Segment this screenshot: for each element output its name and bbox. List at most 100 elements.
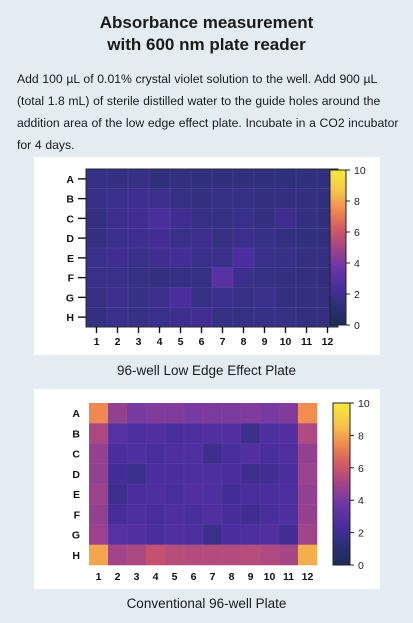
conventional-caption: Conventional 96-well Plate bbox=[126, 596, 287, 611]
heatmap-cell bbox=[221, 483, 242, 505]
heatmap-cell bbox=[85, 287, 108, 308]
heatmap-cell bbox=[253, 208, 276, 229]
low-edge-effect-heatmap-panel: A B C D E F G H 1 2 3 4 5 6 7 8 9 10 11 12 0 2 4 6 8 10 bbox=[34, 157, 380, 355]
heatmap-cell bbox=[278, 544, 299, 566]
heatmap-cell bbox=[169, 247, 192, 269]
heatmap-cell bbox=[297, 524, 318, 546]
heatmap-cell bbox=[278, 443, 299, 465]
column-label: 5 bbox=[178, 336, 184, 348]
heatmap-cell bbox=[126, 443, 147, 465]
low-edge-effect-caption: 96-well Low Edge Effect Plate bbox=[116, 363, 297, 378]
heatmap-cell bbox=[85, 208, 108, 229]
heatmap-cell bbox=[126, 402, 147, 424]
heatmap-cell bbox=[148, 188, 171, 210]
row-label: A bbox=[72, 408, 80, 420]
heatmap-cell bbox=[145, 524, 166, 546]
column-label: 5 bbox=[172, 571, 178, 583]
heatmap-cell bbox=[169, 228, 192, 249]
colorbar-tick-label: 10 bbox=[358, 398, 370, 410]
heatmap-cell bbox=[259, 402, 280, 424]
description-text: Add 100 µL of 0.01% crystal violet solut… bbox=[17, 72, 399, 152]
colorbar-tick-label: 6 bbox=[358, 463, 364, 475]
heatmap-cell bbox=[85, 228, 108, 249]
heatmap-cell bbox=[240, 524, 261, 546]
heatmap-cell bbox=[295, 208, 318, 229]
heatmap-cell bbox=[126, 423, 147, 445]
heatmap-cell bbox=[211, 228, 234, 249]
heatmap-cell bbox=[107, 483, 128, 505]
heatmap-cell bbox=[126, 463, 147, 485]
heatmap-cell bbox=[148, 287, 171, 308]
heatmap-cell bbox=[253, 188, 276, 210]
heatmap-cell bbox=[164, 402, 185, 424]
page-title: Absorbance measurement with 600 nm plate… bbox=[0, 12, 413, 56]
heatmap-cell bbox=[211, 267, 234, 289]
heatmap-cell bbox=[145, 544, 166, 566]
heatmap-cell bbox=[259, 504, 280, 526]
heatmap-cell bbox=[202, 423, 223, 445]
heatmap-cell bbox=[148, 267, 171, 289]
row-label: C bbox=[66, 213, 74, 225]
column-label: 8 bbox=[241, 336, 247, 348]
heatmap-cell bbox=[253, 168, 276, 190]
heatmap-cell bbox=[169, 287, 192, 308]
column-label: 3 bbox=[134, 571, 140, 583]
heatmap-cell bbox=[183, 423, 204, 445]
heatmap-cell bbox=[126, 524, 147, 546]
heatmap-cell bbox=[107, 443, 128, 465]
colorbar-tick-label: 8 bbox=[354, 196, 360, 208]
heatmap-cell bbox=[240, 463, 261, 485]
heatmap-cell bbox=[88, 463, 109, 485]
heatmap-cell bbox=[88, 483, 109, 505]
heatmap-cell bbox=[274, 287, 297, 308]
heatmap-cell bbox=[85, 247, 108, 269]
title-line-2: with 600 nm plate reader bbox=[107, 35, 306, 54]
heatmap-cell bbox=[127, 188, 150, 210]
heatmap-cell bbox=[232, 247, 255, 269]
heatmap-cell bbox=[169, 188, 192, 210]
heatmap-cell bbox=[232, 307, 255, 328]
heatmap-cell bbox=[145, 463, 166, 485]
heatmap-cell bbox=[297, 423, 318, 445]
heatmap-cell bbox=[127, 228, 150, 249]
heatmap-cell bbox=[106, 208, 129, 229]
heatmap-cell bbox=[148, 208, 171, 229]
row-label: H bbox=[66, 312, 74, 324]
row-label: D bbox=[66, 233, 74, 245]
heatmap-cell bbox=[106, 267, 129, 289]
column-label: 12 bbox=[302, 571, 314, 583]
column-label: 11 bbox=[283, 571, 294, 583]
column-label: 7 bbox=[210, 571, 216, 583]
heatmap-cell bbox=[253, 307, 276, 328]
column-label: 10 bbox=[264, 571, 276, 583]
heatmap-cell bbox=[278, 524, 299, 546]
heatmap-cell bbox=[274, 247, 297, 269]
heatmap-cell bbox=[190, 267, 213, 289]
heatmap-cell bbox=[274, 208, 297, 229]
heatmap-cell bbox=[221, 463, 242, 485]
heatmap-cell bbox=[297, 402, 318, 424]
heatmap-cell bbox=[169, 168, 192, 190]
heatmap-cell bbox=[148, 307, 171, 328]
column-label: 12 bbox=[322, 336, 334, 348]
colorbar-tick-label: 10 bbox=[354, 165, 366, 177]
heatmap-cell bbox=[107, 504, 128, 526]
heatmap-cell bbox=[240, 544, 261, 566]
heatmap-cell bbox=[85, 307, 108, 328]
heatmap-cell bbox=[278, 423, 299, 445]
heatmap-cell bbox=[169, 208, 192, 229]
column-label: 10 bbox=[280, 336, 292, 348]
heatmap-cell bbox=[127, 307, 150, 328]
heatmap-cell bbox=[127, 247, 150, 269]
heatmap-cell bbox=[88, 402, 109, 424]
heatmap-cell bbox=[183, 544, 204, 566]
heatmap-cell bbox=[107, 423, 128, 445]
heatmap-cell bbox=[295, 247, 318, 269]
column-label: 2 bbox=[115, 336, 121, 348]
heatmap-cell bbox=[190, 208, 213, 229]
heatmap-cell bbox=[127, 168, 150, 190]
row-label: B bbox=[72, 428, 80, 440]
column-label: 4 bbox=[157, 336, 163, 348]
column-label: 1 bbox=[96, 571, 102, 583]
